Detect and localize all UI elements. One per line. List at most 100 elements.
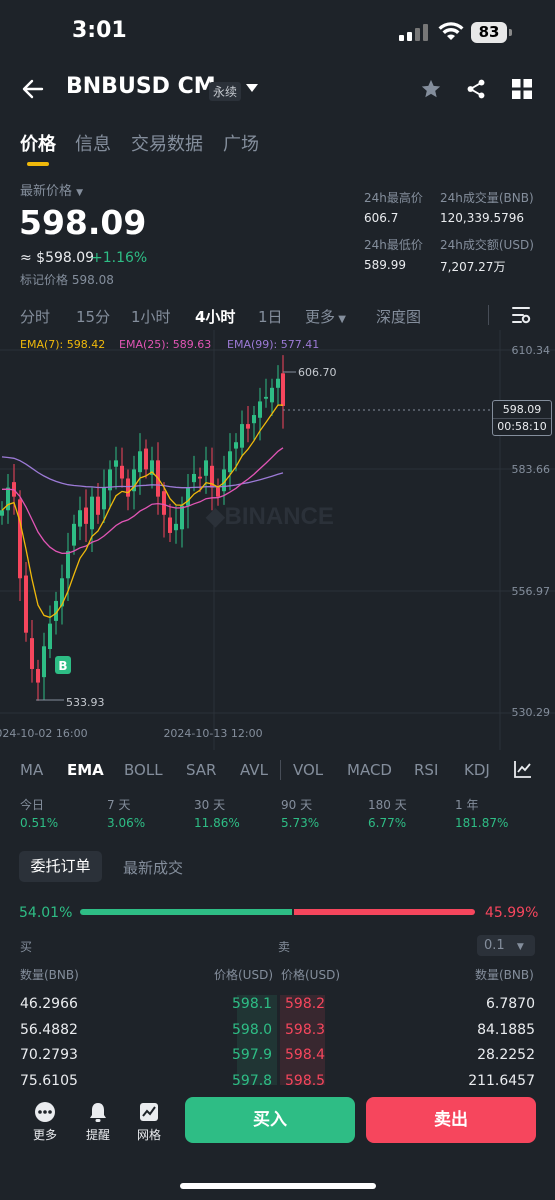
candle-body — [102, 487, 106, 510]
ind-ema[interactable]: EMA — [67, 761, 104, 779]
ask-qty: 6.7870 — [486, 996, 535, 1012]
candle-body — [258, 401, 262, 418]
caret-down-icon[interactable] — [246, 84, 258, 92]
orderbook-row[interactable]: 70.2793 597.9 598.4 28.2252 — [0, 1047, 555, 1069]
ind-vol[interactable]: VOL — [293, 761, 324, 779]
x-axis-tick: 2024-10-13 12:00 — [163, 727, 262, 740]
tf-1h[interactable]: 1小时 — [131, 308, 171, 326]
tab-info[interactable]: 信息 — [75, 134, 111, 155]
chart-settings-icon[interactable] — [511, 306, 531, 324]
ind-boll[interactable]: BOLL — [124, 761, 163, 779]
tf-15m[interactable]: 15分 — [76, 308, 111, 326]
signal-icon — [399, 24, 428, 41]
candle-body — [6, 487, 10, 511]
candle-body — [240, 424, 244, 448]
perf-label: 90 天 — [281, 798, 313, 812]
ind-kdj[interactable]: KDJ — [464, 761, 490, 779]
perf-label: 今日 — [20, 798, 45, 812]
alert-button[interactable]: 提醒 — [80, 1101, 116, 1143]
tab-latest-trades[interactable]: 最新成交 — [123, 859, 184, 877]
y-axis-tick: 556.97 — [512, 585, 551, 598]
low-label: 533.93 — [66, 696, 105, 709]
grid-menu-icon[interactable] — [512, 79, 532, 99]
candle-body — [0, 510, 4, 516]
candle-body — [54, 600, 58, 621]
volume-bnb-label: 24h成交量(BNB) — [440, 191, 534, 205]
share-icon[interactable] — [465, 78, 487, 100]
caret-down-icon: ▼ — [76, 188, 84, 198]
low-label: 24h最低价 — [364, 238, 423, 252]
grid-button[interactable]: 网格 — [131, 1101, 167, 1143]
candle-body — [72, 523, 76, 546]
tab-square[interactable]: 广场 — [223, 134, 259, 155]
symbol-title[interactable]: BNBUSD CM — [66, 74, 216, 99]
back-arrow-icon[interactable] — [22, 78, 44, 100]
candlestick-chart[interactable]: ◆BINANCE 610.34 583.66 556.97 530.29 2024-10-… — [0, 330, 555, 750]
candle-body — [42, 646, 46, 678]
high-label: 24h最高价 — [364, 191, 423, 205]
latest-price-label-text: 最新价格 — [20, 184, 73, 199]
tf-more-label: 更多 — [305, 308, 336, 326]
candle-body — [192, 473, 196, 483]
bell-icon — [90, 1103, 106, 1122]
ema25-label: EMA(25): 589.63 — [119, 338, 212, 351]
sell-label: 卖 — [278, 940, 291, 954]
orderbook-row[interactable]: 46.2966 598.1 598.2 6.7870 — [0, 996, 555, 1018]
volume-bnb-value: 120,339.5796 — [440, 211, 524, 225]
orderbook-row[interactable]: 56.4882 598.0 598.3 84.1885 — [0, 1022, 555, 1044]
tf-4h[interactable]: 4小时 — [195, 308, 236, 326]
candle-body — [180, 505, 184, 530]
ind-macd[interactable]: MACD — [347, 761, 392, 779]
y-axis-tick: 530.29 — [512, 706, 551, 719]
orderbook-rows: 46.2966 598.1 598.2 6.7870 56.4882 598.0… — [0, 990, 555, 1085]
star-icon[interactable] — [420, 78, 442, 100]
x-axis-tick: 2024-10-02 16:00 — [0, 727, 88, 740]
ind-rsi[interactable]: RSI — [414, 761, 439, 779]
ask-qty: 28.2252 — [477, 1047, 535, 1063]
ask-ratio: 45.99% — [485, 905, 539, 921]
tf-depth[interactable]: 深度图 — [376, 308, 422, 326]
ind-sar[interactable]: SAR — [186, 761, 217, 779]
buy-label: 买 — [20, 940, 33, 954]
tf-line[interactable]: 分时 — [20, 308, 51, 326]
price-usd: ≈ $598.09 — [20, 250, 95, 266]
precision-select[interactable]: 0.1 ▼ — [477, 935, 535, 956]
divider — [488, 305, 489, 325]
candle-body — [108, 469, 112, 491]
bid-price: 597.8 — [232, 1073, 273, 1085]
ask-price: 598.4 — [285, 1047, 326, 1063]
col-bid-price: 价格(USD) — [214, 968, 274, 982]
candle-body — [18, 499, 22, 579]
ema99-line — [1, 456, 284, 489]
caret-down-icon: ▼ — [335, 314, 346, 325]
candle-body — [252, 415, 256, 424]
candle-body — [168, 517, 172, 533]
indicator-chart-icon[interactable] — [514, 760, 532, 778]
perf-label: 1 年 — [455, 798, 479, 812]
latest-price-label[interactable]: 最新价格 ▼ — [20, 180, 83, 199]
candle-body — [186, 487, 190, 506]
perf-value: 181.87% — [455, 816, 509, 830]
last-price-tag-value: 598.09 — [502, 403, 542, 416]
tab-price[interactable]: 价格 — [20, 134, 56, 155]
bid-qty: 56.4882 — [20, 1022, 78, 1038]
orderbook-row[interactable]: 75.6105 597.8 598.5 211.6457 — [0, 1073, 555, 1085]
ask-price: 598.3 — [285, 1022, 326, 1038]
bid-qty: 75.6105 — [20, 1073, 78, 1085]
y-axis-tick: 610.34 — [512, 344, 551, 357]
tf-1d[interactable]: 1日 — [258, 308, 283, 326]
ema25-line — [1, 447, 284, 555]
tab-order-book[interactable]: 委托订单 — [19, 851, 102, 882]
tf-more[interactable]: 更多 ▼ — [305, 306, 346, 327]
sell-button[interactable]: 卖出 — [366, 1097, 536, 1143]
mark-price: 标记价格 598.08 — [20, 271, 114, 288]
buy-button[interactable]: 买入 — [185, 1097, 355, 1143]
more-button[interactable]: 更多 — [27, 1101, 63, 1143]
candle-body — [138, 451, 142, 473]
ind-ma[interactable]: MA — [20, 761, 44, 779]
candle-body — [162, 491, 166, 515]
ind-avl[interactable]: AVL — [240, 761, 268, 779]
battery-icon: 83 — [471, 22, 507, 43]
ema7-line — [1, 404, 284, 619]
tab-trading-data[interactable]: 交易数据 — [131, 134, 203, 155]
